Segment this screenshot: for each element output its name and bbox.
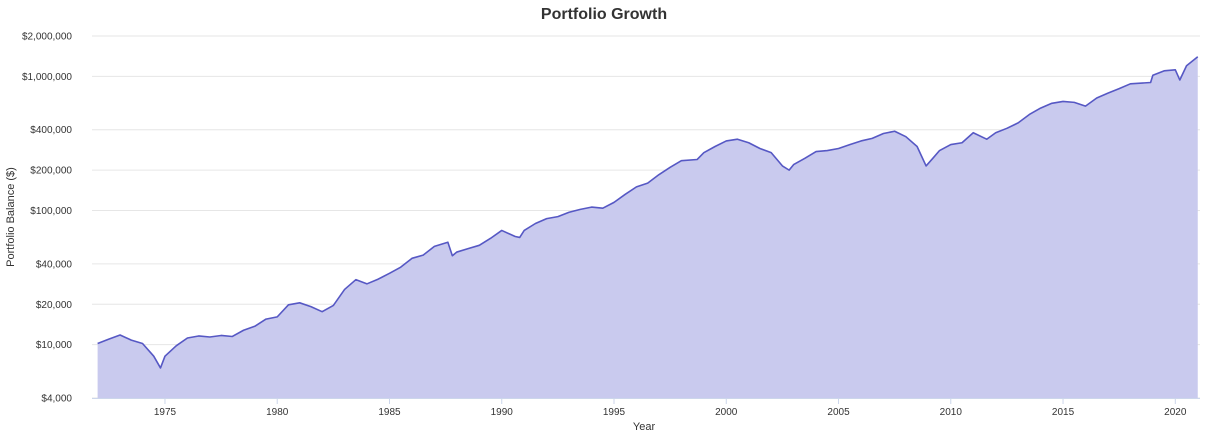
x-tick-label: 1975 [154,407,177,418]
series-line [97,56,1199,369]
plot-area [97,56,1199,398]
x-tick-label: 1990 [491,407,514,418]
x-tick-label: 1980 [266,407,289,418]
y-axis-label: Portfolio Balance ($) [5,167,17,267]
y-tick-label: $1,000,000 [22,72,72,83]
y-axis: $4,000 $10,000 $20,000 $40,000 $100,000 $200,… [22,32,72,405]
y-tick-label: $200,000 [30,166,72,177]
x-axis-label: Year [633,421,656,433]
chart-title: Portfolio Growth [541,6,667,23]
y-tick-label: $40,000 [36,259,73,270]
x-tick-label: 1995 [603,407,626,418]
x-tick-label: 2010 [940,407,963,418]
x-tick-label: 2020 [1164,407,1187,418]
y-tick-label: $10,000 [36,340,73,351]
y-tick-label: $20,000 [36,300,73,311]
x-tick-label: 2000 [715,407,738,418]
y-tick-label: $4,000 [41,394,72,405]
y-tick-label: $2,000,000 [22,32,72,43]
x-axis: 1975 1980 1985 1990 1995 2000 2005 2010 2015 2020 [92,398,1200,418]
x-tick-label: 1985 [378,407,401,418]
y-tick-label: $100,000 [30,206,72,217]
y-tick-label: $400,000 [30,125,72,136]
x-tick-label: 2005 [827,407,850,418]
x-tick-label: 2015 [1052,407,1075,418]
area-fill [97,56,1198,398]
